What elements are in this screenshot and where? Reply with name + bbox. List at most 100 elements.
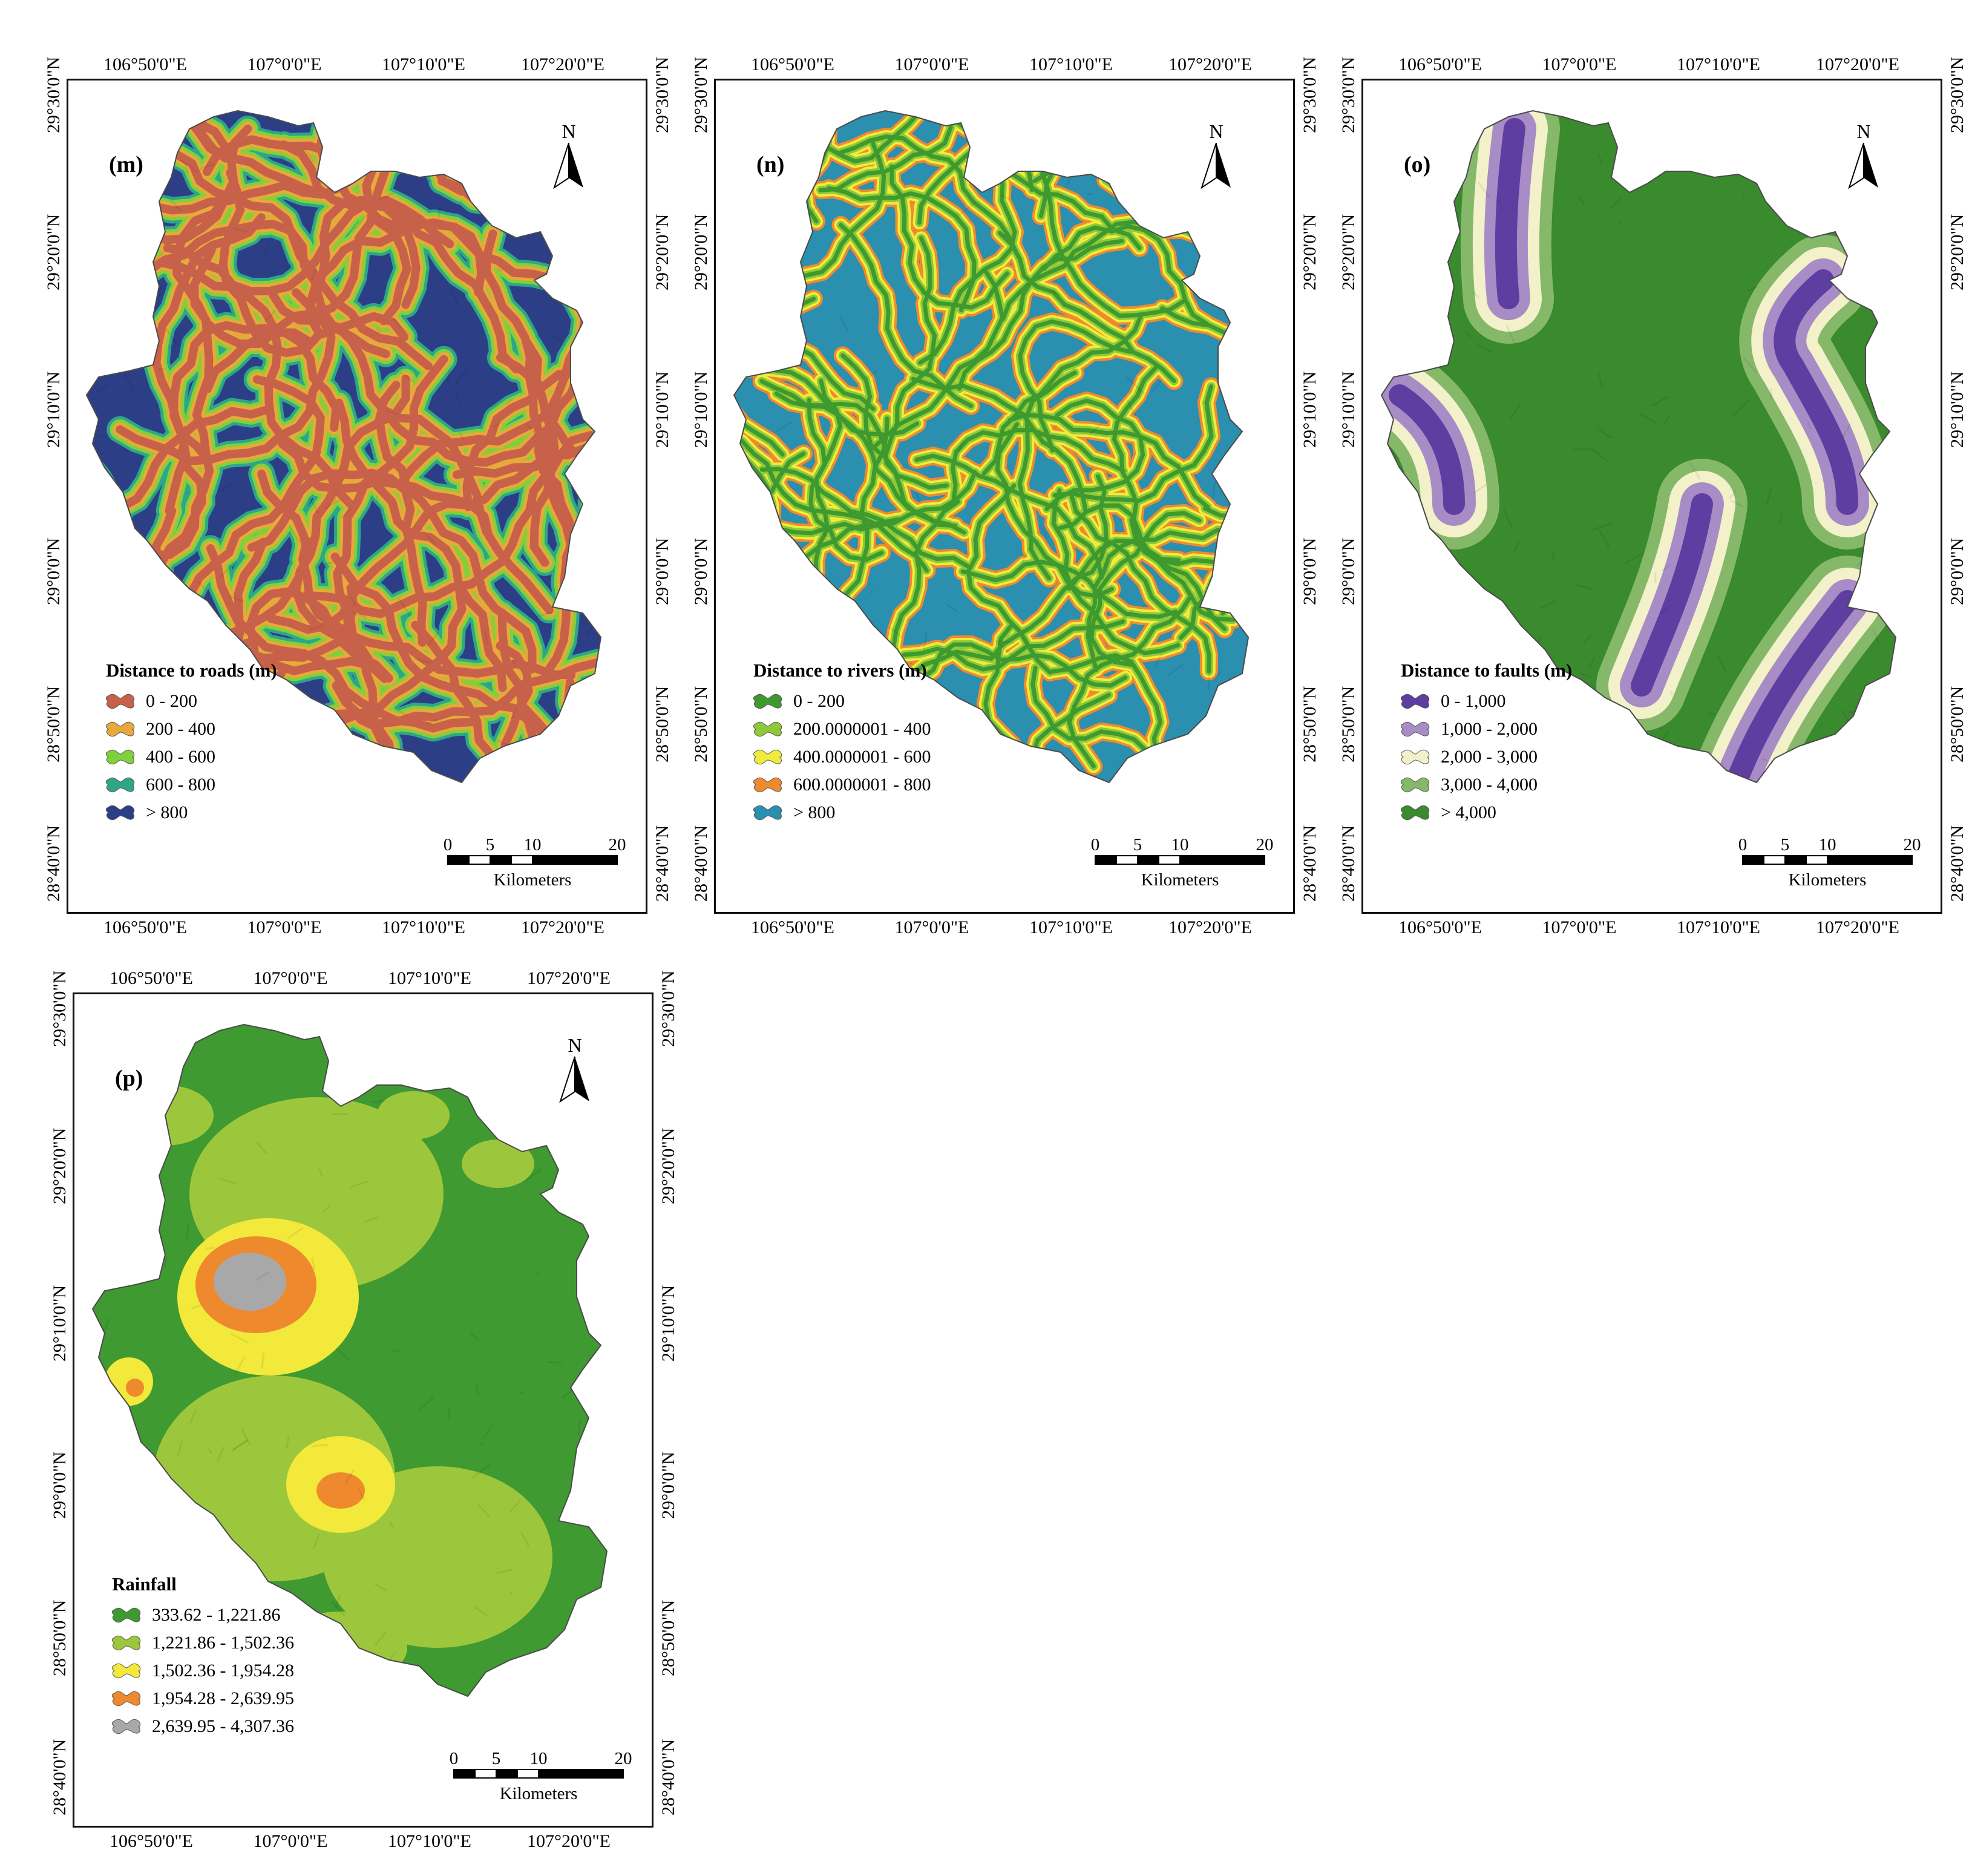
hillshade-stroke [188, 997, 192, 1013]
scale-bar-unit: Kilometers [500, 1784, 578, 1804]
hillshade-stroke [151, 1136, 156, 1146]
legend-item: 0 - 200 [106, 687, 277, 715]
legend-swatch-icon [1401, 776, 1430, 794]
latitude-tick-label: 28°50'0"N [691, 686, 712, 763]
hillshade-stroke [73, 801, 77, 818]
legend-swatch-icon [112, 1690, 141, 1708]
hillshade-stroke [367, 1723, 373, 1732]
hillshade-stroke [1789, 97, 1807, 113]
river-buffer [1118, 80, 1257, 186]
legend-item: 400.0000001 - 600 [753, 743, 931, 771]
legend-swatch-icon [753, 776, 782, 794]
hillshade-stroke [603, 589, 607, 601]
longitude-tick-label: 107°0'0"E [1542, 917, 1617, 938]
hillshade-stroke [278, 1805, 286, 1817]
north-arrow-icon [551, 142, 587, 190]
hillshade-stroke [73, 554, 80, 568]
legend-swatch-icon [1401, 748, 1430, 766]
hillshade-stroke [1897, 411, 1911, 423]
hillshade-stroke [1154, 223, 1170, 231]
hillshade-stroke [1223, 195, 1239, 198]
river-buffer [1047, 80, 1169, 140]
longitude-tick-label: 107°20'0"E [521, 54, 604, 75]
hillshade-stroke [503, 134, 516, 145]
north-arrow: N [557, 1035, 593, 1107]
hillshade-stroke [1678, 798, 1682, 804]
hillshade-stroke [368, 1758, 372, 1760]
latitude-tick-label: 28°50'0"N [652, 686, 673, 763]
hillshade-stroke [1487, 612, 1494, 617]
hillshade-stroke [1619, 221, 1620, 224]
river-buffer [1036, 80, 1081, 146]
longitude-tick-label: 107°0'0"E [254, 1831, 328, 1852]
river-buffer [1035, 80, 1087, 181]
hillshade-stroke [1603, 853, 1614, 856]
longitude-tick-label: 107°10'0"E [1677, 917, 1760, 938]
latitude-tick-label: 28°40'0"N [1300, 825, 1320, 902]
hillshade-stroke [638, 897, 643, 910]
hillshade-stroke [332, 1114, 349, 1115]
scale-bar-label: 0 [1091, 835, 1100, 855]
latitude-tick-label: 29°30'0"N [50, 971, 70, 1047]
hillshade-stroke [647, 1028, 649, 1039]
legend-item: 333.62 - 1,221.86 [112, 1601, 294, 1629]
legend-swatch-icon [112, 1662, 141, 1680]
legend-swatch-icon [1401, 720, 1430, 738]
latitude-tick-label: 29°0'0"N [652, 538, 673, 605]
latitude-tick-label: 29°0'0"N [1947, 538, 1968, 605]
hillshade-stroke [1672, 162, 1689, 166]
river-buffer [1036, 80, 1081, 146]
latitude-tick-label: 29°0'0"N [50, 1452, 70, 1519]
hillshade-stroke [1145, 99, 1147, 103]
panel-label: (n) [756, 151, 784, 178]
latitude-tick-label: 28°40'0"N [50, 1739, 70, 1815]
north-label: N [1198, 121, 1234, 142]
hillshade-stroke [124, 324, 133, 335]
scale-bar-label: 20 [615, 1749, 632, 1769]
hillshade-stroke [1419, 294, 1425, 304]
hillshade-stroke [644, 454, 647, 468]
hillshade-stroke [1684, 778, 1696, 784]
hillshade-stroke [912, 844, 923, 846]
hillshade-stroke [641, 178, 647, 182]
river-buffer [716, 161, 803, 278]
latitude-tick-label: 28°40'0"N [1947, 825, 1968, 902]
latitude-tick-label: 28°40'0"N [691, 825, 712, 902]
latitude-tick-label: 29°20'0"N [652, 214, 673, 290]
hillshade-stroke [1623, 767, 1629, 777]
hillshade-stroke [378, 1787, 395, 1792]
hillshade-stroke [1040, 88, 1046, 97]
hillshade-stroke [449, 1407, 450, 1420]
hillshade-stroke [726, 586, 728, 587]
hillshade-stroke [1243, 337, 1247, 350]
latitude-tick-label: 28°50'0"N [44, 686, 64, 763]
legend-item: 1,954.28 - 2,639.95 [112, 1685, 294, 1713]
hillshade-stroke [1867, 260, 1872, 275]
scale-bar-unit: Kilometers [1789, 870, 1867, 890]
hillshade-stroke [1878, 308, 1885, 311]
river-buffer [1223, 496, 1295, 614]
latitude-tick-label: 29°30'0"N [1338, 57, 1359, 133]
river-buffer [716, 161, 803, 278]
hillshade-stroke [380, 1785, 398, 1797]
legend-item: 0 - 1,000 [1401, 687, 1572, 715]
hillshade-stroke [502, 772, 505, 774]
hillshade-stroke [1743, 193, 1744, 196]
longitude-tick-label: 107°20'0"E [1168, 54, 1252, 75]
class-region [126, 1379, 144, 1397]
hillshade-stroke [491, 119, 497, 120]
road-buffer [286, 80, 542, 175]
scale-bar-unit: Kilometers [494, 870, 572, 890]
river-buffer [1223, 496, 1295, 614]
hillshade-stroke [584, 560, 596, 566]
class-region [377, 1091, 450, 1140]
hillshade-stroke [1071, 137, 1081, 154]
latitude-tick-label: 29°20'0"N [691, 214, 712, 290]
hillshade-stroke [76, 1057, 91, 1068]
class-region [274, 1612, 407, 1684]
scale-bar-label: 5 [486, 835, 495, 855]
legend-item: 1,221.86 - 1,502.36 [112, 1629, 294, 1657]
hillshade-stroke [560, 1823, 575, 1825]
legend-item: 400 - 600 [106, 743, 277, 771]
